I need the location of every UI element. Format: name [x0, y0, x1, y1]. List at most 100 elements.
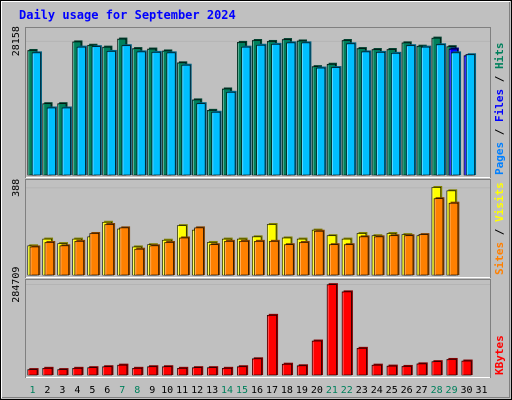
bar-sites: [403, 234, 415, 276]
x-tick-label: 10: [161, 385, 173, 396]
bar-kbytes: [311, 339, 323, 376]
bar-sites: [209, 243, 220, 276]
bar-kbytes: [416, 362, 428, 376]
x-tick-label: 18: [281, 385, 293, 396]
bar-pages: [316, 66, 327, 176]
x-tick-label: 27: [416, 385, 428, 396]
bar-sites: [284, 243, 295, 276]
bar-pages: [331, 66, 342, 176]
bar-sites: [134, 247, 146, 276]
x-tick-label: 3: [59, 385, 65, 396]
bar-kbytes: [177, 366, 189, 376]
x-tick-label: 7: [119, 385, 125, 396]
chart-title: Daily usage for September 2024: [19, 8, 236, 22]
panel-legend: KBytes: [493, 335, 506, 375]
bar-kbytes: [57, 368, 69, 376]
bar-sites: [269, 239, 280, 276]
bar-pages: [421, 45, 432, 176]
series-sites: [29, 197, 460, 276]
x-tick-label: 2: [44, 385, 50, 396]
legend-separator: /: [493, 122, 506, 142]
bar-sites: [314, 229, 325, 276]
x-tick-label: 12: [191, 385, 203, 396]
bar-kbytes: [281, 362, 294, 376]
panel-kbytes: 284709 KBytes: [11, 267, 506, 378]
bar-pages: [241, 45, 252, 176]
bar-kbytes: [222, 366, 234, 376]
bar-pages: [151, 50, 162, 176]
bar-pages: [301, 41, 312, 176]
bar-pages: [196, 102, 207, 176]
bar-pages: [465, 53, 477, 176]
legend-entry: KBytes: [493, 335, 506, 375]
x-tick-label: 31: [475, 385, 487, 396]
bar-kbytes: [401, 364, 413, 376]
x-tick-label: 29: [446, 385, 458, 396]
bar-sites: [29, 245, 41, 276]
x-tick-label: 26: [401, 385, 413, 396]
bar-pages: [361, 50, 372, 176]
series-pages: [31, 41, 477, 176]
bar-pages: [181, 63, 192, 176]
bar-sites: [59, 244, 71, 276]
bar-kbytes: [102, 365, 114, 376]
legend-entry: Sites: [493, 242, 506, 275]
bar-sites: [344, 243, 355, 276]
x-tick-label: 21: [326, 385, 338, 396]
bar-kbytes: [132, 366, 144, 376]
bar-kbytes: [356, 346, 368, 376]
bar-sites: [388, 234, 400, 276]
bar-pages: [271, 42, 282, 176]
bar-pages: [406, 44, 417, 176]
x-tick-label: 28: [431, 385, 443, 396]
bar-sites: [239, 239, 250, 276]
x-tick-label: 16: [251, 385, 263, 396]
bar-pages: [121, 44, 132, 176]
bar-kbytes: [252, 357, 264, 376]
bar-sites: [224, 239, 235, 276]
legend-entry: Hits: [493, 43, 506, 70]
bar-kbytes: [446, 357, 458, 376]
bar-pages: [286, 41, 297, 176]
bar-sites: [418, 233, 430, 276]
x-tick-label: 6: [104, 385, 110, 396]
bar-pages: [91, 45, 102, 176]
x-tick-label: 14: [221, 385, 233, 396]
series-kbytes: [27, 283, 473, 376]
y-max-label: 28158: [11, 26, 22, 56]
bar-kbytes: [207, 366, 219, 376]
y-max-label: 284709: [11, 267, 22, 303]
panel-hits-files-pages: 28158 Pages / Files / Hits: [11, 26, 506, 178]
bar-kbytes: [147, 365, 159, 376]
bar-kbytes: [386, 364, 398, 376]
bar-pages: [450, 51, 462, 176]
bar-kbytes: [162, 365, 174, 376]
x-tick-label: 9: [149, 385, 155, 396]
x-tick-label: 5: [89, 385, 95, 396]
x-axis-tick-labels: 1 2 3 4 5 6 7 8 9 10 11 12 13 14 15 16 17 18 19 20 21 22 23 24 2…: [29, 385, 487, 396]
x-tick-label: 15: [236, 385, 248, 396]
bar-sites: [299, 240, 310, 276]
x-tick-label: 8: [134, 385, 140, 396]
bar-kbytes: [371, 363, 383, 376]
legend-entry: Visits: [493, 182, 506, 222]
bar-pages: [436, 43, 447, 176]
x-tick-label: 25: [386, 385, 398, 396]
x-tick-label: 1: [29, 385, 35, 396]
bar-pages: [226, 90, 237, 176]
bar-kbytes: [296, 364, 308, 376]
bar-kbytes: [72, 366, 84, 376]
bar-sites: [433, 197, 445, 276]
bar-kbytes: [192, 366, 204, 376]
legend-separator: /: [493, 69, 506, 89]
bar-pages: [61, 106, 72, 176]
bar-kbytes: [461, 359, 473, 376]
bar-sites: [179, 236, 190, 276]
x-tick-label: 11: [176, 385, 188, 396]
bar-sites: [119, 226, 131, 276]
bar-sites: [89, 231, 101, 276]
x-tick-label: 23: [356, 385, 368, 396]
bar-sites: [254, 239, 265, 276]
bar-pages: [376, 50, 387, 176]
x-tick-label: 19: [296, 385, 308, 396]
